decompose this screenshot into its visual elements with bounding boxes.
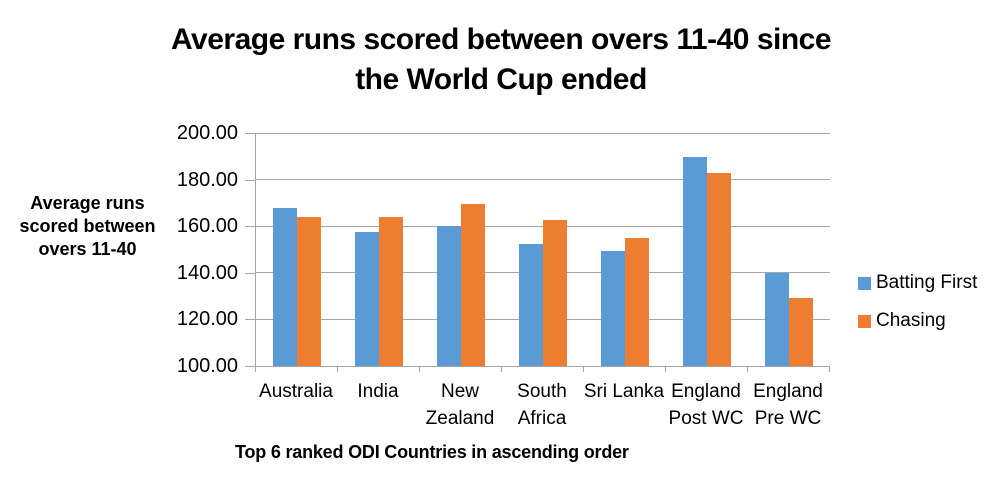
y-axis-tick [245,179,255,181]
y-tick-label: 140.00 [176,261,238,284]
legend-item: Batting First [858,270,977,296]
plot-area [255,133,830,367]
x-category-label: Sri Lanka [583,381,665,402]
chart-title: Average runs scored between overs 11-40 … [0,20,1002,100]
y-axis-title: Average runs scored between overs 11-40 [19,193,156,259]
x-category-label: England Post WC [668,381,744,429]
x-axis-tick [255,366,256,372]
bar-batting-first [765,273,789,366]
chart-title-line-1: Average runs scored between overs 11-40 … [170,23,832,56]
x-category-label: Australia [259,381,333,402]
x-axis-tick [747,366,748,372]
y-tick-label: 120.00 [176,308,238,331]
bar-batting-first [273,208,297,366]
gridline [256,133,830,134]
x-axis-caption: Top 6 ranked ODI Countries in ascending … [235,442,629,462]
x-axis-tick [337,366,338,372]
y-axis-tick [245,133,255,134]
bar-chasing [625,238,649,366]
bar-chasing [461,204,485,366]
legend-swatch-chasing [858,314,871,328]
bar-batting-first [601,251,625,366]
x-category-label: England Pre WC [753,381,823,429]
x-axis-tick [665,366,666,372]
legend-item: Chasing [858,308,977,334]
y-axis-tick [245,319,255,321]
y-axis-tick [245,272,255,274]
bar-batting-first [355,232,379,366]
x-axis-tick [419,366,420,372]
bar-chasing [379,217,403,366]
x-category-label: South Africa [517,381,567,429]
y-tick-label: 100.00 [176,355,238,377]
legend: Batting First Chasing [858,270,977,346]
y-tick-label: 180.00 [176,168,238,191]
bar-chasing [543,220,567,366]
bar-batting-first [437,226,461,366]
y-tick-label: 160.00 [176,215,238,238]
y-axis-tick [245,226,255,228]
bar-batting-first [683,157,707,366]
bar-chasing [789,298,813,366]
y-axis-tick [245,366,255,367]
bar-chasing [297,217,321,366]
bar-chasing [707,173,731,366]
x-category-label: New Zealand [425,381,495,429]
x-axis-tick [583,366,584,372]
chart-title-line-2: the World Cup ended [355,63,647,96]
legend-swatch-batting-first [858,276,871,290]
x-axis-tick [501,366,502,372]
y-tick-label: 200.00 [176,122,238,144]
x-category-label: India [357,381,399,402]
gridline [256,179,830,181]
legend-label: Batting First [876,272,978,293]
bar-batting-first [519,244,543,366]
x-axis-tick [829,366,830,372]
legend-label: Chasing [876,310,946,331]
